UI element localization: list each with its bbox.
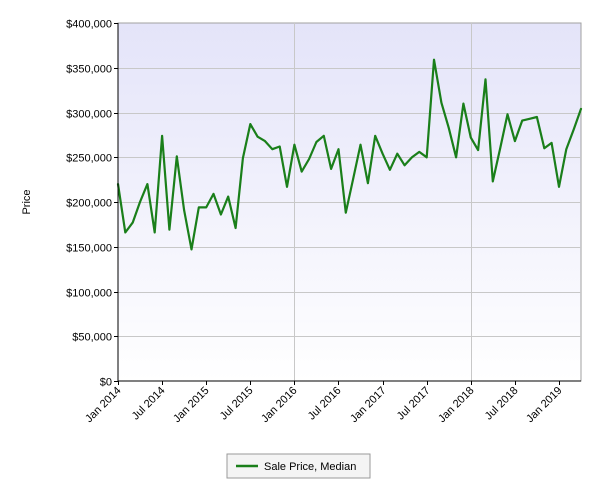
- data-point: [220, 213, 222, 216]
- data-point: [308, 158, 310, 160]
- data-point: [484, 78, 487, 81]
- legend[interactable]: Sale Price, Median: [226, 453, 371, 479]
- x-tick-label: Jul 2015: [218, 385, 256, 423]
- data-point: [234, 227, 237, 229]
- data-point: [168, 228, 171, 231]
- data-point: [190, 248, 193, 251]
- data-point: [470, 136, 472, 139]
- y-tick-label: $200,000: [66, 198, 112, 210]
- data-point: [374, 135, 377, 137]
- data-point: [565, 148, 568, 150]
- data-point: [418, 151, 421, 153]
- data-point: [367, 182, 369, 184]
- data-point: [543, 147, 546, 150]
- data-point: [528, 118, 531, 120]
- x-tick-label: Jan 2015: [171, 385, 211, 425]
- x-tick-label: Jul 2016: [306, 385, 344, 423]
- data-point: [396, 152, 399, 155]
- y-axis-ticks: $0 $50,000 $100,000 $150,000 $200,000 $250,00…: [66, 19, 118, 389]
- data-point: [198, 206, 200, 209]
- y-tick-label: $300,000: [66, 109, 112, 121]
- data-point: [271, 148, 274, 150]
- data-point: [440, 101, 443, 104]
- y-tick-label: $250,000: [66, 153, 112, 165]
- data-point: [389, 169, 391, 171]
- x-tick-label: Jan 2014: [83, 385, 123, 425]
- data-point: [345, 211, 347, 214]
- data-point: [300, 170, 303, 173]
- data-point: [315, 141, 318, 143]
- x-tick-label: Jan 2018: [436, 385, 476, 425]
- data-point: [139, 201, 141, 203]
- data-point: [278, 145, 281, 148]
- data-point: [330, 168, 332, 170]
- data-point: [153, 231, 156, 234]
- data-point: [455, 156, 457, 159]
- series-layer: [116, 58, 583, 251]
- grid-lines: [118, 23, 581, 381]
- data-point: [514, 140, 516, 142]
- data-point: [249, 123, 252, 125]
- data-point: [352, 177, 355, 180]
- y-tick-label: $150,000: [66, 243, 112, 255]
- data-point: [131, 221, 134, 224]
- data-point: [337, 148, 340, 150]
- data-point: [242, 157, 244, 159]
- data-point: [550, 142, 553, 144]
- data-point: [433, 58, 435, 61]
- x-tick-label: Jan 2016: [259, 385, 299, 425]
- data-point: [462, 102, 465, 105]
- data-point: [323, 135, 325, 137]
- data-point: [183, 209, 185, 211]
- legend-label: Sale Price, Median: [264, 461, 356, 473]
- data-point: [521, 119, 523, 122]
- y-tick-label: $350,000: [66, 64, 112, 76]
- x-tick-label: Jul 2018: [483, 385, 521, 423]
- data-point: [293, 143, 296, 146]
- data-point: [256, 135, 259, 138]
- x-tick-label: Jul 2014: [130, 385, 168, 423]
- data-point: [447, 126, 450, 129]
- data-point: [477, 149, 479, 151]
- series-line-sale-price-median: [116, 58, 583, 251]
- data-point: [359, 143, 362, 146]
- y-tick-label: $0: [100, 377, 112, 389]
- data-point: [572, 128, 575, 131]
- x-tick-label: Jan 2019: [524, 385, 564, 425]
- data-point: [499, 147, 502, 150]
- data-point: [536, 116, 538, 118]
- data-point: [227, 195, 229, 198]
- y-tick-label: $400,000: [66, 19, 112, 31]
- x-axis-ticks: Jan 2014 Jul 2014 Jan 2015 Jul 2015 Jan 2016…: [83, 381, 565, 425]
- data-point: [558, 186, 560, 188]
- data-point: [146, 183, 149, 185]
- data-point: [124, 231, 127, 234]
- data-point: [381, 152, 384, 155]
- data-point: [403, 164, 406, 167]
- x-tick-label: Jan 2017: [348, 385, 388, 425]
- data-point: [286, 186, 288, 188]
- data-point: [176, 155, 178, 158]
- data-point: [161, 135, 163, 137]
- y-axis-title: Price: [21, 189, 33, 214]
- data-point: [492, 180, 494, 183]
- data-point: [580, 108, 582, 110]
- data-point: [205, 206, 207, 209]
- data-point: [425, 156, 428, 159]
- data-point: [506, 113, 509, 116]
- y-tick-label: $100,000: [66, 288, 112, 300]
- data-point: [411, 156, 413, 159]
- data-point: [212, 193, 215, 195]
- y-tick-label: $50,000: [72, 332, 112, 344]
- x-tick-label: Jul 2017: [395, 385, 433, 423]
- data-point: [264, 140, 266, 142]
